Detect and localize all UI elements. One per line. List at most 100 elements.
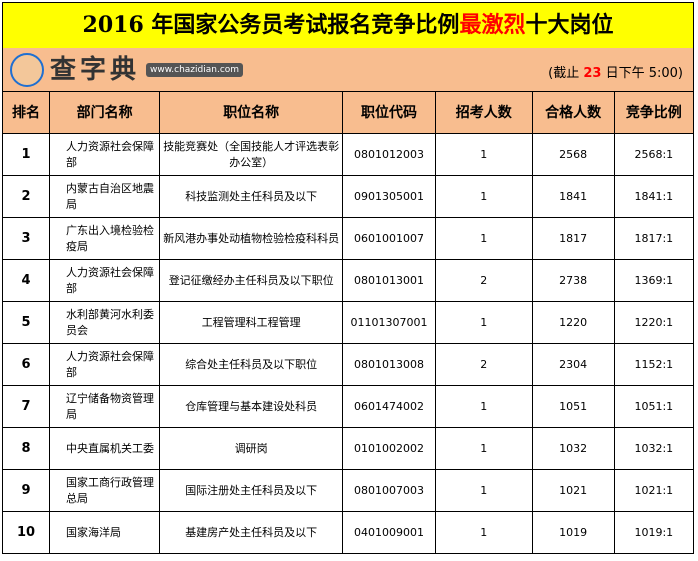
- deadline-day: 23: [583, 66, 602, 81]
- cell-qualified-count: 2304: [531, 343, 615, 386]
- cell-rank: 10: [1, 511, 51, 554]
- table-row: 1 人力资源社会保障部 技能竞赛处（全国技能人才评选表彰办公室） 0801012003…: [1, 133, 695, 176]
- cell-competition-ratio: 1841:1: [613, 175, 695, 218]
- cell-rank: 7: [1, 385, 51, 428]
- cell-qualified-count: 1019: [531, 511, 615, 554]
- cell-qualified-count: 1051: [531, 385, 615, 428]
- cell-qualified-count: 1032: [531, 427, 615, 470]
- cell-position: 基建房产处主任科员及以下: [159, 511, 344, 554]
- cell-rank: 4: [1, 259, 51, 302]
- cell-recruit-count: 1: [434, 217, 533, 260]
- cell-recruit-count: 2: [434, 343, 533, 386]
- cell-position-code: 0801013008: [342, 343, 436, 386]
- cell-position: 科技监测处主任科员及以下: [159, 175, 344, 218]
- cell-department: 辽宁储备物资管理局: [49, 385, 161, 428]
- cell-department: 广东出入境检验检疫局: [49, 217, 161, 260]
- cell-department: 中央直属机关工委: [49, 427, 161, 470]
- cell-competition-ratio: 1220:1: [613, 301, 695, 344]
- cell-department: 人力资源社会保障部: [49, 133, 161, 176]
- table-row: 10 国家海洋局 基建房产处主任科员及以下 0401009001 1 1019 1019:1: [1, 511, 695, 554]
- title-prefix: 2016 年国家公务员考试报名竞争比例: [82, 12, 460, 38]
- header-rank: 排名: [1, 91, 51, 134]
- table-row: 8 中央直属机关工委 调研岗 0101002002 1 1032 1032:1: [1, 427, 695, 470]
- cell-competition-ratio: 1021:1: [613, 469, 695, 512]
- title-suffix: 十大岗位: [525, 12, 614, 38]
- cell-competition-ratio: 2568:1: [613, 133, 695, 176]
- cell-recruit-count: 1: [434, 301, 533, 344]
- header-qualified-count: 合格人数: [531, 91, 615, 134]
- subtitle-row: (截止 23 日下午 5:00): [2, 48, 694, 92]
- cell-qualified-count: 2738: [531, 259, 615, 302]
- cell-qualified-count: 1021: [531, 469, 615, 512]
- watermark-brand: 查字典: [50, 55, 141, 85]
- table-row: 4 人力资源社会保障部 登记征缴经办主任科员及以下职位 0801013001 2 2738…: [1, 259, 695, 302]
- header-position-code: 职位代码: [342, 91, 436, 134]
- cell-competition-ratio: 1152:1: [613, 343, 695, 386]
- cell-department: 国家海洋局: [49, 511, 161, 554]
- watermark-logo: 查字典 www.chazidian.com: [10, 51, 244, 89]
- title-highlight: 最激烈: [459, 12, 526, 38]
- cell-rank: 8: [1, 427, 51, 470]
- cell-position-code: 0901305001: [342, 175, 436, 218]
- cell-recruit-count: 1: [434, 385, 533, 428]
- cell-competition-ratio: 1369:1: [613, 259, 695, 302]
- cell-qualified-count: 2568: [531, 133, 615, 176]
- cell-position-code: 0801007003: [342, 469, 436, 512]
- table-row: 7 辽宁储备物资管理局 仓库管理与基本建设处科员 0601474002 1 1051 105…: [1, 385, 695, 428]
- header-competition-ratio: 竞争比例: [613, 91, 695, 134]
- table-row: 2 内蒙古自治区地震局 科技监测处主任科员及以下 0901305001 1 1841 184…: [1, 175, 695, 218]
- cell-recruit-count: 1: [434, 133, 533, 176]
- table-row: 3 广东出入境检验检疫局 新风港办事处动植物检验检疫科科员 0601001007 1 18…: [1, 217, 695, 260]
- cell-rank: 5: [1, 301, 51, 344]
- deadline-note: (截止 23 日下午 5:00): [548, 62, 683, 81]
- cell-rank: 9: [1, 469, 51, 512]
- cell-rank: 3: [1, 217, 51, 260]
- cell-position-code: 0601001007: [342, 217, 436, 260]
- cell-competition-ratio: 1051:1: [613, 385, 695, 428]
- cell-qualified-count: 1841: [531, 175, 615, 218]
- mascot-icon: [10, 53, 44, 87]
- cell-department: 内蒙古自治区地震局: [49, 175, 161, 218]
- cell-recruit-count: 1: [434, 175, 533, 218]
- header-recruit-count: 招考人数: [434, 91, 533, 134]
- cell-rank: 2: [1, 175, 51, 218]
- deadline-suffix: 日下午 5:00): [601, 66, 683, 81]
- cell-department: 水利部黄河水利委员会: [49, 301, 161, 344]
- cell-competition-ratio: 1019:1: [613, 511, 695, 554]
- cell-rank: 6: [1, 343, 51, 386]
- cell-position: 登记征缴经办主任科员及以下职位: [159, 259, 344, 302]
- cell-position-code: 0101002002: [342, 427, 436, 470]
- cell-position-code: 0401009001: [342, 511, 436, 554]
- cell-position: 综合处主任科员及以下职位: [159, 343, 344, 386]
- deadline-prefix: (截止: [548, 66, 584, 81]
- cell-department: 国家工商行政管理总局: [49, 469, 161, 512]
- cell-position: 国际注册处主任科员及以下: [159, 469, 344, 512]
- cell-position-code: 0601474002: [342, 385, 436, 428]
- cell-position: 工程管理科工程管理: [159, 301, 344, 344]
- cell-rank: 1: [1, 133, 51, 176]
- table-row: 5 水利部黄河水利委员会 工程管理科工程管理 01101307001 1 1220 1220…: [1, 301, 695, 344]
- watermark-url: www.chazidian.com: [146, 63, 244, 77]
- page-title: 2016 年国家公务员考试报名竞争比例最激烈十大岗位: [2, 2, 694, 49]
- cell-competition-ratio: 1032:1: [613, 427, 695, 470]
- cell-competition-ratio: 1817:1: [613, 217, 695, 260]
- ranking-table: 排名 部门名称 职位名称 职位代码 招考人数 合格人数 竞争比例 1 人力资源社会保障部 技能竞…: [1, 91, 695, 554]
- cell-position: 技能竞赛处（全国技能人才评选表彰办公室）: [159, 133, 344, 176]
- cell-department: 人力资源社会保障部: [49, 343, 161, 386]
- cell-recruit-count: 2: [434, 259, 533, 302]
- cell-position-code: 01101307001: [342, 301, 436, 344]
- header-department: 部门名称: [49, 91, 161, 134]
- cell-recruit-count: 1: [434, 511, 533, 554]
- cell-recruit-count: 1: [434, 469, 533, 512]
- cell-position: 仓库管理与基本建设处科员: [159, 385, 344, 428]
- cell-position: 调研岗: [159, 427, 344, 470]
- cell-recruit-count: 1: [434, 427, 533, 470]
- table-row: 6 人力资源社会保障部 综合处主任科员及以下职位 0801013008 2 2304 115…: [1, 343, 695, 386]
- cell-position: 新风港办事处动植物检验检疫科科员: [159, 217, 344, 260]
- cell-department: 人力资源社会保障部: [49, 259, 161, 302]
- table-row: 9 国家工商行政管理总局 国际注册处主任科员及以下 0801007003 1 1021 10…: [1, 469, 695, 512]
- cell-position-code: 0801013001: [342, 259, 436, 302]
- cell-qualified-count: 1817: [531, 217, 615, 260]
- cell-position-code: 0801012003: [342, 133, 436, 176]
- header-position: 职位名称: [159, 91, 344, 134]
